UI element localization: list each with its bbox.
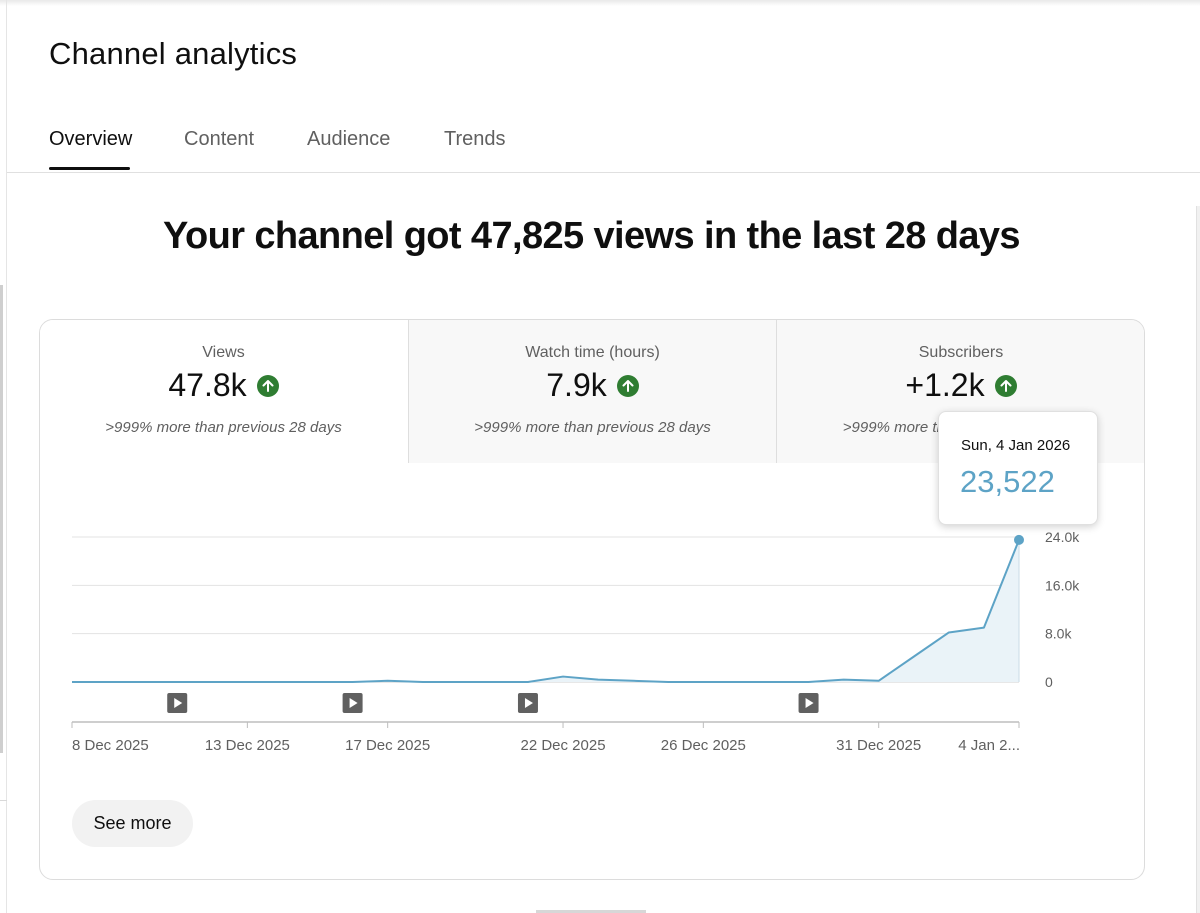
y-tick-label: 16.0k bbox=[1045, 577, 1080, 593]
metric-value: +1.2k bbox=[905, 367, 985, 403]
metric-label: Views bbox=[202, 344, 245, 361]
metric-value-row: 7.9k bbox=[409, 367, 776, 404]
series-area bbox=[72, 539, 1019, 682]
chart-tooltip: Sun, 4 Jan 2026 23,522 bbox=[938, 411, 1098, 525]
tab-trends[interactable]: Trends bbox=[444, 128, 506, 150]
left-scroll-indicator bbox=[0, 285, 3, 753]
views-chart[interactable]: 24.0k 16.0k 8.0k 0 8 Dec 2025 13 Dec 2025 17 D… bbox=[40, 463, 1144, 793]
tab-bar: Overview Content Audience Trends bbox=[7, 118, 1200, 173]
metric-value: 7.9k bbox=[546, 367, 607, 403]
y-tick-label: 0 bbox=[1045, 674, 1053, 690]
right-scrollbar[interactable] bbox=[1196, 206, 1200, 913]
metric-change: >999% more than previous 28 days bbox=[474, 419, 711, 436]
bottom-handle bbox=[536, 910, 646, 913]
highlight-point bbox=[1014, 534, 1024, 545]
y-tick-label: 24.0k bbox=[1045, 529, 1080, 545]
arrow-up-icon bbox=[994, 374, 1017, 397]
x-tick-label: 22 Dec 2025 bbox=[520, 737, 605, 754]
arrow-up-icon bbox=[256, 374, 279, 397]
summary-headline: Your channel got 47,825 views in the las… bbox=[163, 215, 1021, 257]
metric-value: 47.8k bbox=[168, 367, 247, 403]
tooltip-date: Sun, 4 Jan 2026 bbox=[961, 437, 1071, 454]
x-tick-label: 13 Dec 2025 bbox=[205, 737, 290, 754]
play-icon bbox=[524, 698, 533, 708]
play-icon bbox=[349, 698, 358, 708]
y-tick-label: 8.0k bbox=[1045, 626, 1072, 642]
play-icon bbox=[805, 698, 814, 708]
arrow-up-icon bbox=[616, 374, 639, 397]
tab-overview[interactable]: Overview bbox=[49, 128, 133, 150]
analytics-card: Views 47.8k >999% more than previous 28 … bbox=[39, 319, 1145, 880]
x-tick-label: 4 Jan 2... bbox=[958, 737, 1020, 754]
active-tab-indicator bbox=[49, 167, 130, 170]
x-tick-label: 31 Dec 2025 bbox=[836, 737, 921, 754]
x-tick-label: 17 Dec 2025 bbox=[345, 737, 430, 754]
tab-content[interactable]: Content bbox=[184, 128, 255, 150]
see-more-button[interactable]: See more bbox=[72, 800, 193, 847]
left-divider bbox=[6, 0, 7, 913]
metric-label: Watch time (hours) bbox=[525, 344, 660, 361]
metric-label: Subscribers bbox=[918, 344, 1004, 361]
series-line-views bbox=[72, 539, 1020, 683]
metric-value-row: 47.8k bbox=[40, 367, 407, 404]
play-icon bbox=[174, 698, 183, 708]
x-tick-label: 26 Dec 2025 bbox=[661, 737, 746, 754]
metric-views[interactable]: Views 47.8k >999% more than previous 28 … bbox=[40, 320, 407, 463]
top-divider bbox=[0, 0, 1200, 6]
tooltip-value: 23,522 bbox=[960, 464, 1055, 499]
tab-audience[interactable]: Audience bbox=[307, 128, 391, 150]
metric-value-row: +1.2k bbox=[777, 367, 1144, 404]
metric-change: >999% more than previous 28 days bbox=[105, 419, 342, 436]
page-title: Channel analytics bbox=[49, 36, 298, 71]
left-divider-tick bbox=[0, 800, 7, 801]
metric-watch-time[interactable]: Watch time (hours) 7.9k >999% more than … bbox=[408, 320, 776, 463]
x-tick-label: 8 Dec 2025 bbox=[72, 737, 149, 754]
